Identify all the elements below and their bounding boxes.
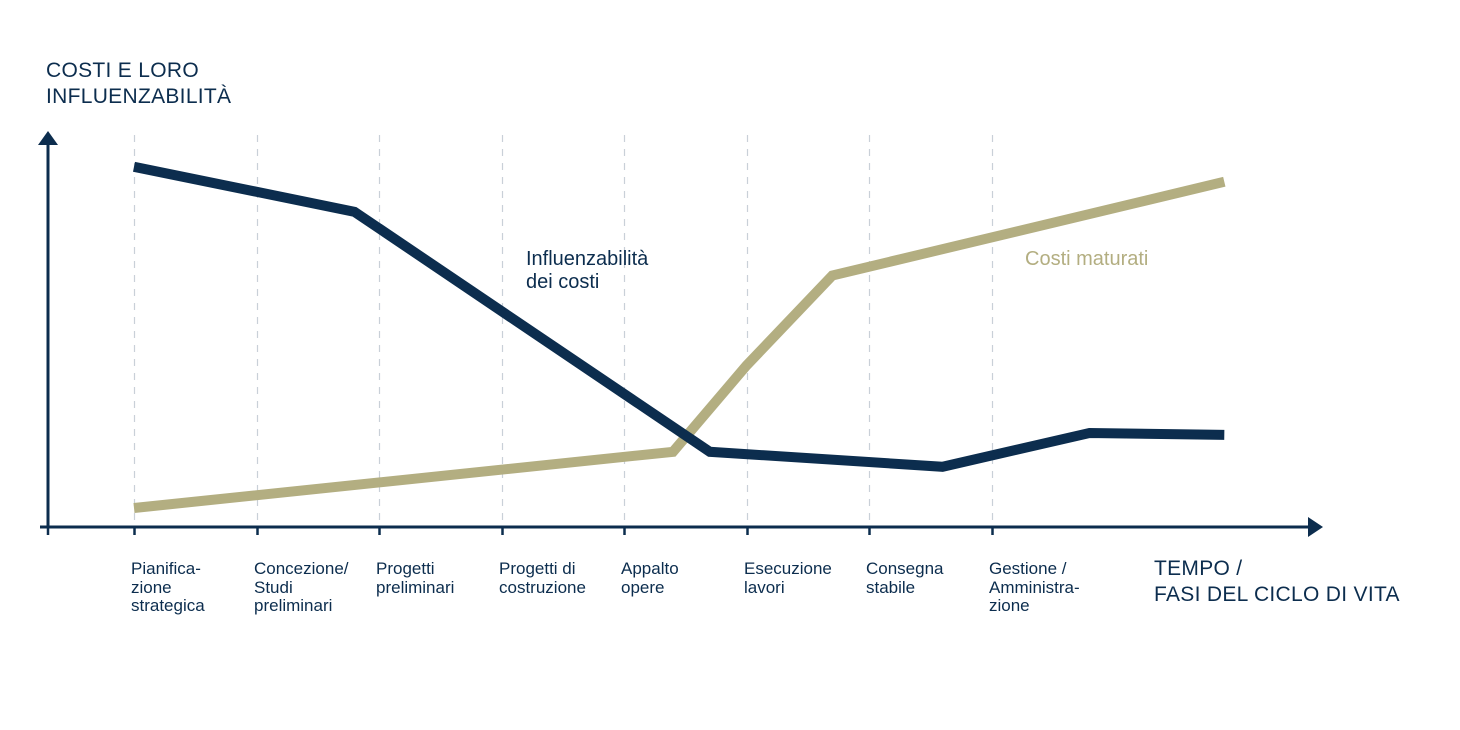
series-line-influenzabilita	[133, 161, 1225, 472]
series-lines	[133, 161, 1226, 513]
x-tick-label: Consegna stabile	[866, 559, 944, 597]
x-tick-label: Gestione / Amministra- zione	[989, 559, 1080, 615]
series-label-influenzabilita: Influenzabilità dei costi	[526, 248, 649, 293]
x-tick-label: Progetti preliminari	[376, 559, 455, 597]
x-tick-label: Pianifica- zione strategica	[131, 559, 205, 615]
x-ticks	[46, 527, 994, 535]
y-axis-title: COSTI E LORO INFLUENZABILITÀ	[46, 59, 232, 108]
x-tick-label: Appalto opere	[621, 559, 679, 597]
axes	[38, 131, 1323, 537]
x-tick-label: Esecuzione lavori	[744, 559, 832, 597]
x-tick-label: Concezione/ Studi preliminari	[254, 559, 349, 615]
series-label-costi-maturati: Costi maturati	[1025, 248, 1149, 270]
series-line-costi-maturati	[133, 176, 1226, 513]
y-axis-arrow-icon	[38, 131, 58, 145]
x-axis-title: TEMPO / FASI DEL CICLO DI VITA	[1154, 557, 1400, 606]
x-tick-label: Progetti di costruzione	[499, 559, 586, 597]
x-axis-arrow-icon	[1308, 517, 1323, 537]
